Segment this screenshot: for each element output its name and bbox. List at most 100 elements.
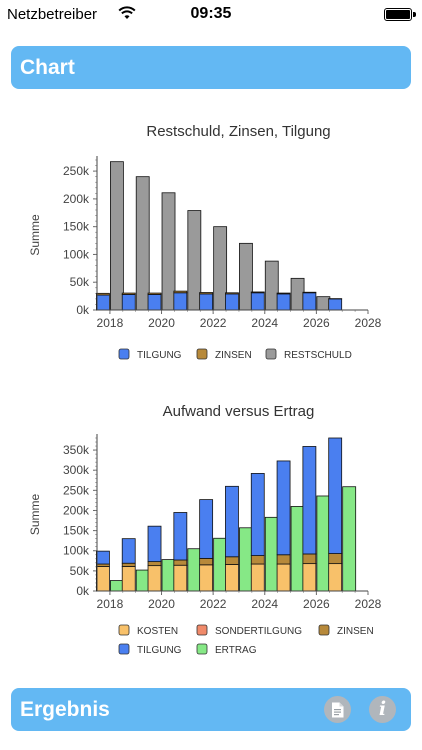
x-tick-label: 2020 — [148, 597, 175, 611]
chart-section-header[interactable]: Chart — [11, 46, 411, 89]
bar-restschuld-2026 — [316, 296, 331, 311]
x-tick-label: 2018 — [97, 316, 124, 330]
y-tick-label: 200k — [63, 192, 90, 206]
bar-restschuld-2025 — [290, 277, 305, 311]
bar-tilgung-2020 — [147, 294, 162, 311]
bar-zinsen-2023 — [225, 556, 239, 565]
y-tick-label: 0k — [76, 584, 90, 598]
bar-zinsen-2022 — [199, 557, 214, 566]
bar-tilgung-2025 — [276, 293, 291, 311]
x-tick-label: 2024 — [251, 597, 278, 611]
x-tick-label: 2026 — [303, 316, 330, 330]
legend-label-tilgung: TILGUNG — [137, 350, 182, 361]
bar-kosten-2023 — [225, 564, 239, 592]
bar-tilgung-2021 — [173, 512, 188, 561]
chart-section-title: Chart — [20, 56, 75, 79]
bar-ertrag-2023 — [239, 527, 253, 592]
bar-kosten-2027 — [328, 563, 343, 592]
legend-label-restschuld: RESTSCHULD — [284, 350, 352, 361]
bar-zinsen-2025 — [276, 554, 291, 565]
bar-zinsen-2026 — [302, 553, 317, 565]
bar-zinsen-2023 — [225, 292, 239, 295]
x-tick-label: 2020 — [148, 316, 175, 330]
legend-swatch-zinsen — [318, 624, 330, 636]
y-tick-label: 50k — [70, 564, 90, 578]
y-tick-label: 150k — [63, 524, 90, 538]
bar-ertrag-2027 — [342, 486, 357, 592]
bar-zinsen-2025 — [276, 292, 291, 295]
bar-zinsen-2019 — [121, 292, 136, 295]
bar-kosten-2018 — [96, 566, 110, 592]
y-tick-label: 300k — [63, 463, 90, 477]
legend-swatch-kosten — [118, 624, 130, 636]
legend-swatch-tilgung — [118, 348, 130, 360]
result-section-header[interactable]: Ergebnis i — [11, 688, 411, 731]
y-tick-label: 150k — [63, 220, 90, 234]
bar-zinsen-2026 — [302, 291, 317, 294]
x-tick-label: 2024 — [251, 316, 278, 330]
bar-restschuld-2024 — [264, 260, 279, 311]
y-tick-label: 250k — [63, 164, 90, 178]
bar-ertrag-2024 — [264, 516, 279, 592]
wifi-icon — [118, 6, 136, 25]
y-tick-label: 100k — [63, 247, 90, 261]
document-icon — [332, 702, 344, 717]
legend-label-ertrag: ERTRAG — [215, 645, 257, 656]
bar-kosten-2024 — [250, 563, 265, 592]
bar-tilgung-2026 — [302, 292, 317, 311]
bar-tilgung-2024 — [250, 292, 265, 311]
bar-zinsen-2022 — [199, 292, 214, 295]
bar-tilgung-2027 — [328, 437, 343, 554]
bar-zinsen-2021 — [173, 559, 188, 566]
legend-swatch-tilgung — [118, 643, 130, 655]
bar-zinsen-2020 — [147, 561, 162, 567]
bar-restschuld-2022 — [213, 226, 228, 311]
y-tick-label: 250k — [63, 483, 90, 497]
bar-zinsen-2027 — [328, 553, 343, 565]
bar-restschuld-2023 — [239, 242, 253, 311]
y-tick-label: 350k — [63, 443, 90, 457]
bar-ertrag-2025 — [290, 506, 305, 592]
x-tick-label: 2026 — [303, 597, 330, 611]
bar-tilgung-2027 — [328, 298, 343, 311]
bar-zinsen-2024 — [250, 555, 265, 565]
bar-kosten-2019 — [121, 566, 136, 592]
bar-ertrag-2026 — [316, 495, 331, 592]
result-section-title: Ergebnis — [20, 698, 110, 721]
legend-label-kosten: KOSTEN — [137, 626, 178, 637]
x-tick-label: 2022 — [200, 597, 227, 611]
bar-tilgung-2023 — [225, 485, 239, 558]
document-button[interactable] — [324, 696, 351, 723]
bar-zinsen-2018 — [96, 292, 110, 296]
bar-tilgung-2022 — [199, 499, 214, 559]
bar-zinsen-2024 — [250, 291, 265, 294]
legend-label-zinsen: ZINSEN — [215, 350, 252, 361]
bar-tilgung-2018 — [96, 550, 110, 565]
legend-label-zinsen: ZINSEN — [337, 626, 374, 637]
x-tick-label: 2022 — [200, 316, 227, 330]
y-tick-label: 100k — [63, 544, 90, 558]
legend-swatch-ertrag — [196, 643, 208, 655]
bar-zinsen-2020 — [147, 292, 162, 295]
bar-tilgung-2019 — [121, 538, 136, 564]
x-tick-label: 2028 — [355, 597, 382, 611]
battery-icon — [384, 8, 416, 21]
legend-label-tilgung: TILGUNG — [137, 645, 182, 656]
bar-ertrag-2020 — [161, 559, 176, 592]
bar-tilgung-2024 — [250, 473, 265, 556]
bar-kosten-2025 — [276, 563, 291, 592]
restschuld-chart: Restschuld, Zinsen, Tilgung Summe 0k 50k 100… — [28, 123, 382, 361]
bar-tilgung-2020 — [147, 525, 162, 563]
bar-kosten-2020 — [147, 565, 162, 592]
y-axis-label: Summe — [28, 214, 42, 256]
bar-tilgung-2026 — [302, 446, 317, 555]
chart-title: Restschuld, Zinsen, Tilgung — [146, 123, 330, 140]
bar-kosten-2022 — [199, 564, 214, 592]
bar-ertrag-2022 — [213, 537, 228, 592]
bar-restschuld-2018 — [110, 161, 124, 311]
info-button[interactable]: i — [369, 696, 396, 723]
bar-tilgung-2023 — [225, 293, 239, 311]
status-bar: Netzbetreiber 09:35 — [0, 0, 422, 30]
chart-title: Aufwand versus Ertrag — [163, 403, 315, 420]
bar-restschuld-2019 — [135, 176, 150, 311]
